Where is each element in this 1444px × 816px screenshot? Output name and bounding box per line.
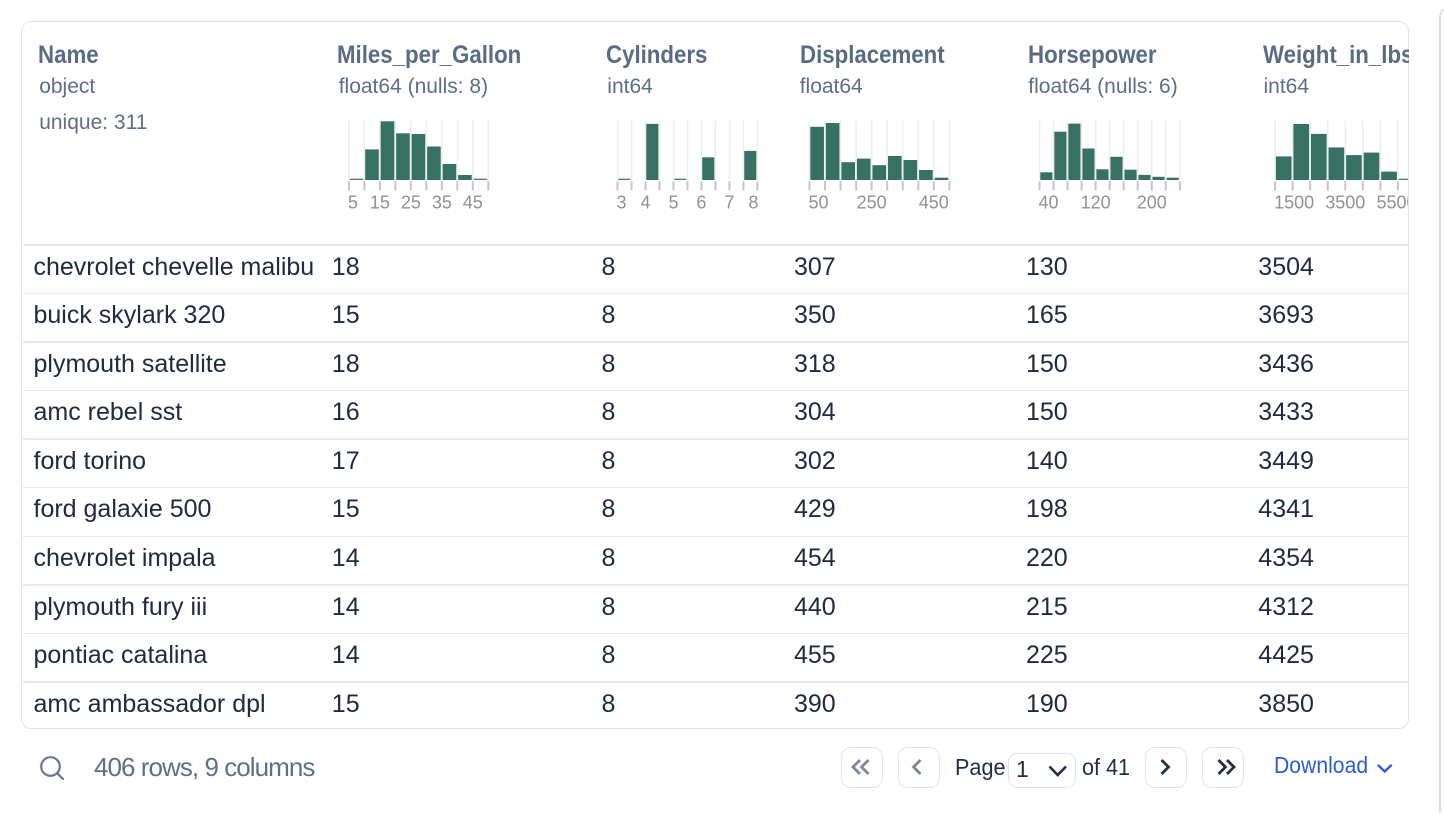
svg-text:50: 50 (809, 193, 829, 213)
svg-text:35: 35 (432, 193, 452, 213)
svg-text:450: 450 (919, 193, 949, 213)
svg-text:8: 8 (748, 193, 758, 213)
svg-text:5: 5 (348, 193, 358, 213)
svg-text:3500: 3500 (1325, 193, 1365, 213)
svg-text:200: 200 (1137, 193, 1167, 213)
svg-text:40: 40 (1039, 193, 1059, 213)
svg-text:15: 15 (370, 193, 390, 213)
svg-text:5: 5 (668, 193, 678, 213)
svg-text:6: 6 (696, 193, 706, 213)
svg-text:4: 4 (640, 193, 650, 213)
svg-text:3: 3 (617, 193, 627, 213)
svg-text:120: 120 (1081, 193, 1111, 213)
svg-text:7: 7 (724, 193, 734, 213)
svg-text:25: 25 (401, 193, 421, 213)
svg-text:250: 250 (857, 193, 887, 213)
svg-text:1500: 1500 (1274, 193, 1314, 213)
svg-text:45: 45 (463, 193, 483, 213)
svg-text:5500: 5500 (1376, 193, 1408, 213)
